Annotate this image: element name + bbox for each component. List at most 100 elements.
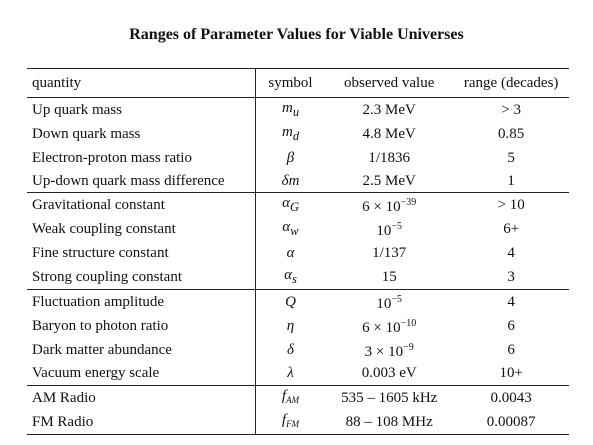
quantity-cell: Strong coupling constant (27, 264, 256, 290)
observed-value-cell: 10−5 (325, 289, 453, 314)
symbol-cell: fAM (255, 385, 325, 410)
symbol-base: f (281, 411, 287, 428)
symbol-base: m (281, 124, 293, 140)
header-symbol: symbol (255, 68, 326, 98)
value-base: 88 – 108 MHz (345, 413, 433, 430)
value-exponent: −10 (400, 317, 417, 329)
range-cell: 0.00087 (453, 409, 569, 435)
quantity-cell: Fine structure constant (27, 241, 256, 265)
range-cell: > 10 (497, 197, 525, 214)
symbol-base: f (281, 387, 287, 404)
symbol-cell: fFM (255, 409, 326, 435)
table-row: AM Radio fAM 535 – 1605 kHz 0.0043 (27, 385, 569, 410)
value-exponent: −39 (400, 197, 417, 209)
symbol-subscript: G (289, 200, 299, 215)
table-row: Electron-proton mass ratio β 1/1836 5 (27, 146, 569, 170)
quantity-cell: Weak coupling constant (27, 217, 256, 242)
table-row: Weak coupling constant αw 10−5 6+ (27, 217, 569, 242)
table-title: Ranges of Parameter Values for Viable Un… (129, 26, 464, 43)
value-base: 535 – 1605 kHz (341, 389, 438, 406)
quantity-cell: FM Radio (27, 409, 256, 435)
observed-value-cell: 4.8 MeV (325, 122, 453, 146)
range-cell: 10+ (453, 361, 569, 386)
observed-value-cell: 15 (325, 264, 454, 290)
symbol-subscript: FM (286, 418, 300, 429)
observed-value-cell: 3 × 10−9 (325, 338, 453, 362)
symbol-cell: η (255, 314, 325, 338)
value-base: 2.5 MeV (362, 172, 416, 189)
table-row: Up quark mass mu 2.3 MeV > 3 (27, 97, 569, 123)
value-base: 1/137 (372, 244, 407, 261)
quantity-cell: Vacuum energy scale (27, 361, 256, 386)
table-row: Down quark mass md 4.8 MeV 0.85 (27, 122, 569, 146)
symbol-subscript: AM (286, 394, 300, 405)
range-cell: 1 (453, 169, 569, 194)
symbol-base: η (286, 317, 295, 334)
range-cell: 0.85 (498, 126, 525, 142)
quantity-cell: Electron-proton mass ratio (27, 146, 256, 170)
quantity-cell: Down quark mass (27, 122, 256, 146)
quantity-cell: AM Radio (27, 385, 256, 410)
range-cell: 5 (507, 149, 515, 166)
symbol-base: α (282, 219, 291, 236)
quantity-cell: Dark matter abundance (27, 337, 256, 362)
header-observed-value: observed value (325, 68, 454, 98)
value-base: 2.3 MeV (362, 102, 416, 118)
table-row: Up-down quark mass difference δm 2.5 MeV 1 (27, 169, 569, 194)
table-row: Dark matter abundance δ 3 × 10−9 6 (27, 337, 569, 362)
parameter-table: quantity symbol observed value range (de… (27, 68, 569, 435)
table-row: Vacuum energy scale λ 0.003 eV 10+ (27, 361, 569, 386)
value-exponent: −5 (391, 221, 403, 233)
quantity-cell: Gravitational constant (27, 192, 256, 218)
range-cell: 0.0043 (490, 389, 532, 406)
observed-value-cell: 88 – 108 MHz (325, 409, 454, 435)
symbol-base: m (281, 100, 293, 116)
value-base: 6 × 10 (362, 319, 401, 336)
symbol-base: α (284, 266, 293, 283)
symbol-base: δ (287, 341, 294, 358)
value-base: 3 × 10 (364, 343, 404, 360)
observed-value-cell: 0.003 eV (325, 361, 454, 386)
symbol-base: α (282, 195, 290, 212)
symbol-subscript: d (292, 129, 300, 143)
quantity-cell: Up quark mass (27, 97, 256, 122)
value-base: 6 × 10 (362, 199, 401, 216)
symbol-base: δm (281, 172, 300, 189)
symbol-subscript: u (292, 105, 300, 119)
value-base: 10 (376, 295, 392, 312)
observed-value-cell: 1/1836 (325, 146, 453, 169)
observed-value-cell: 10−5 (325, 217, 453, 241)
observed-value-cell: 2.5 MeV (325, 169, 454, 194)
value-exponent: −9 (403, 341, 414, 353)
symbol-cell: β (255, 146, 325, 169)
symbol-base: λ (287, 365, 294, 382)
table-row: Baryon to photon ratio η 6 × 10−10 6 (27, 313, 569, 338)
symbol-cell: mu (255, 98, 325, 123)
table-header-row: quantity symbol observed value range (de… (27, 68, 569, 98)
observed-value-cell: 1/137 (325, 241, 453, 264)
range-cell: 4 (507, 293, 515, 310)
symbol-base: Q (285, 293, 296, 310)
symbol-subscript: s (292, 271, 297, 286)
range-cell: 4 (507, 244, 515, 261)
symbol-cell: Q (255, 289, 325, 314)
value-base: 10 (376, 223, 392, 240)
table-row: FM Radio fFM 88 – 108 MHz 0.00087 (27, 409, 569, 435)
range-cell: 6 (507, 341, 515, 358)
observed-value-cell: 535 – 1605 kHz (325, 385, 453, 410)
symbol-base: β (286, 149, 295, 166)
value-base: 1/1836 (368, 149, 411, 166)
symbol-cell: αw (255, 217, 325, 241)
value-exponent: −5 (391, 293, 403, 305)
value-base: 15 (381, 268, 397, 285)
symbol-subscript: w (290, 224, 299, 239)
quantity-cell: Up-down quark mass difference (27, 169, 256, 194)
value-base: 4.8 MeV (362, 126, 416, 142)
symbol-cell: md (255, 122, 325, 146)
range-cell: 3 (453, 264, 569, 290)
table-row: Gravitational constant αG 6 × 10−39 > 10 (27, 192, 569, 218)
table-body: Up quark mass mu 2.3 MeV > 3 Down quark mass… (27, 97, 569, 435)
symbol-cell: λ (255, 361, 326, 386)
symbol-cell: αs (255, 264, 326, 290)
value-base: 0.003 eV (361, 365, 417, 382)
